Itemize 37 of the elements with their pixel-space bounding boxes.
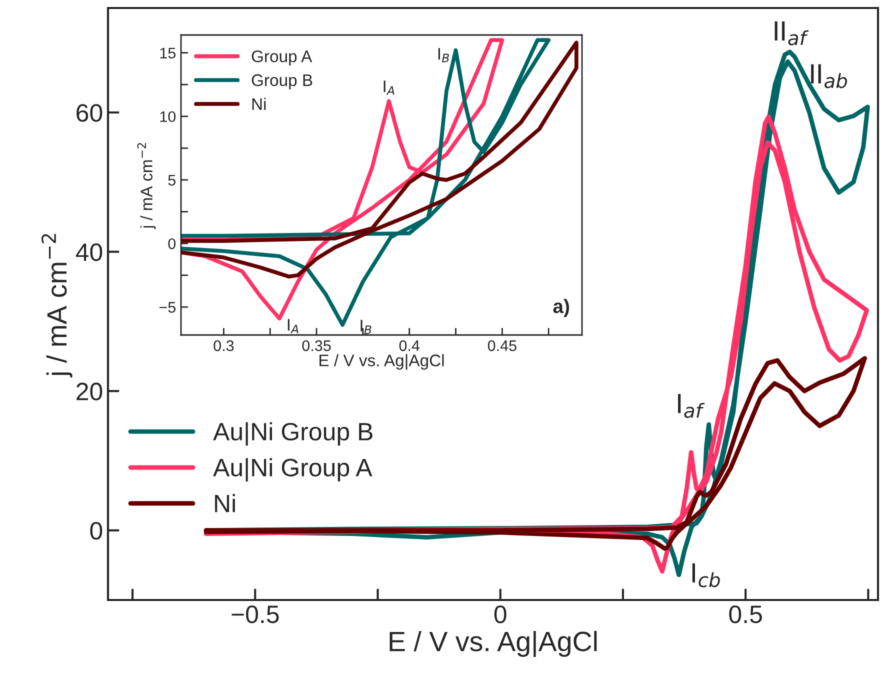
annotation: I$_{A}$ [384,80,394,95]
line-series [204,356,867,551]
annotation: II$_{af}$ [774,21,809,46]
legend-label: Group A [252,50,312,66]
x-axis-title: E / V vs. Ag|AgCl [390,630,597,657]
x-tick-label: 0.45 [488,340,516,352]
x-tick-label: 0.35 [302,340,331,352]
x-axis-title: E / V vs. Ag|AgCl [320,354,444,370]
x-tick-label: 0.4 [399,340,420,352]
y-axis-title: j / mA cm$^{−2}$ [137,143,156,230]
x-tick-label: 0 [494,606,506,624]
annotation: I$_{af}$ [678,394,705,418]
legend-label: Ni [215,494,235,512]
annotation: I$_{B}$ [360,320,372,334]
x-tick-label: 0.5 [729,606,762,624]
annotation: I$_{A}$ [288,319,298,334]
legend-label: Au|Ni Group B [213,422,372,446]
legend-label: Au|Ni Group A [213,458,372,482]
y-tick-label: 5 [168,174,176,186]
y-tick-label: 60 [76,104,102,122]
y-tick-label: 40 [76,243,102,262]
annotation: II$_{ab}$ [811,64,848,88]
x-tick-label: −0.5 [232,606,279,624]
annotation: I$_{cb}$ [692,563,720,588]
annotation: a) [553,298,570,317]
annotation: I$_{B}$ [438,48,449,62]
y-tick-label: 20 [76,382,102,400]
legend-label: Group B [252,74,312,90]
y-tick-label: −5 [159,302,176,313]
y-tick-label: 15 [160,48,176,58]
y-axis-title: j / mA cm$^{−2}$ [41,234,72,378]
x-tick-label: 0.3 [214,340,234,352]
y-tick-label: 10 [160,111,176,122]
y-tick-label: 0 [168,238,176,250]
y-tick-label: 0 [90,522,102,540]
line-series [181,40,578,278]
legend-label: Ni [252,98,266,110]
